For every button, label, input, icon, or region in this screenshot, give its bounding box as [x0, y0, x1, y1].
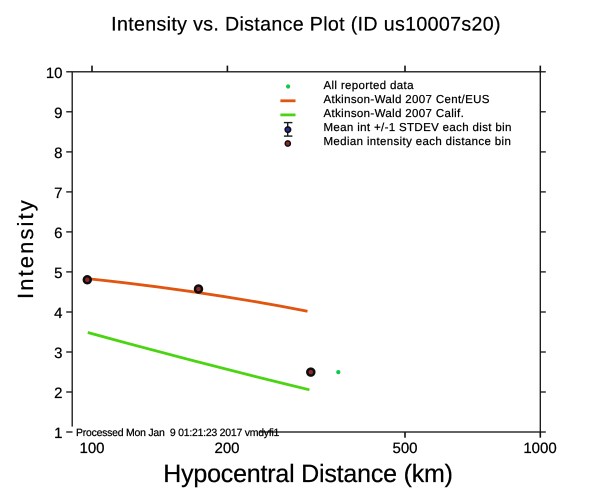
svg-text:Atkinson-Wald 2007 Calif.: Atkinson-Wald 2007 Calif. — [324, 108, 465, 120]
svg-text:5: 5 — [54, 265, 62, 282]
svg-text:Mean int +/-1 STDEV each dist: Mean int +/-1 STDEV each dist bin — [324, 122, 512, 134]
svg-text:Intensity vs. Distance Plot (I: Intensity vs. Distance Plot (ID us10007s… — [111, 13, 501, 35]
svg-text:2: 2 — [54, 385, 62, 402]
svg-text:9: 9 — [54, 105, 62, 122]
svg-text:7: 7 — [54, 185, 62, 202]
svg-text:Median intensity each distance: Median intensity each distance bin — [324, 136, 512, 148]
svg-text:10: 10 — [46, 65, 63, 82]
svg-text:Intensity: Intensity — [13, 198, 38, 299]
svg-text:1: 1 — [54, 425, 62, 442]
svg-text:Atkinson-Wald 2007 Cent/EUS: Atkinson-Wald 2007 Cent/EUS — [324, 94, 490, 106]
svg-text:200: 200 — [214, 440, 239, 457]
svg-text:Hypocentral Distance (km): Hypocentral Distance (km) — [163, 460, 453, 488]
svg-text:8: 8 — [54, 145, 62, 162]
svg-text:3: 3 — [54, 345, 62, 362]
svg-text:Processed Mon Jan 9 01:21:23: Processed Mon Jan 9 01:21:23 2017 vmdyfi… — [76, 427, 280, 439]
svg-text:All reported data: All reported data — [324, 80, 415, 92]
svg-text:4: 4 — [54, 305, 62, 322]
svg-text:1000: 1000 — [523, 440, 556, 457]
svg-text:100: 100 — [79, 440, 104, 457]
svg-text:500: 500 — [392, 440, 417, 457]
svg-text:6: 6 — [54, 225, 62, 242]
